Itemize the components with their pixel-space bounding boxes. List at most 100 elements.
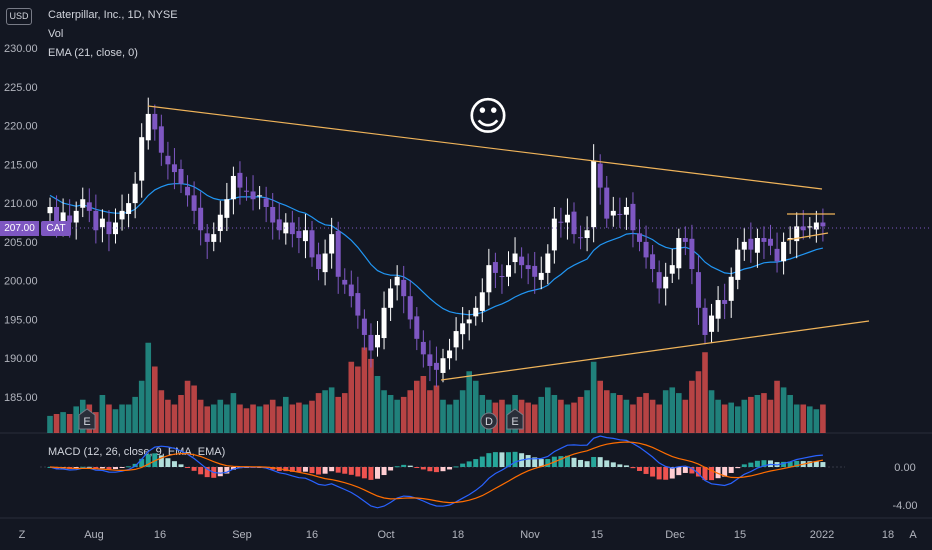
volume-bar (93, 412, 99, 433)
volume-bar (315, 393, 322, 433)
macd-histogram-bar (407, 465, 413, 467)
macd-histogram-bar (689, 467, 695, 474)
candle-body (564, 214, 570, 223)
macd-legend: MACD (12, 26, close, 9, EMA, EMA) (48, 446, 226, 458)
volume-bar (178, 395, 184, 433)
candle-body (86, 202, 92, 211)
time-axis-label: 16 (306, 529, 318, 541)
macd-histogram-bar (165, 458, 171, 467)
macd-histogram-bar (119, 467, 125, 468)
macd-histogram-bar (440, 467, 446, 472)
candle-body (224, 199, 230, 218)
candle-body (591, 160, 597, 228)
event-marker[interactable]: E (78, 408, 96, 430)
volume-bar (787, 395, 793, 433)
time-axis-label: 15 (734, 529, 746, 541)
macd-histogram-bar (545, 459, 551, 467)
volume-bar (237, 404, 243, 433)
candle-body (368, 334, 374, 351)
event-marker[interactable]: D (480, 412, 498, 430)
candle-body (774, 248, 780, 262)
candle-body (283, 222, 289, 234)
macd-histogram-bar (342, 467, 348, 474)
macd-histogram-bar (329, 467, 335, 472)
candle-body (152, 113, 158, 130)
volume-bar (407, 390, 414, 433)
volume-bar (623, 399, 630, 433)
candle-body (322, 253, 328, 273)
candle-body (316, 254, 322, 270)
volume-bar (453, 399, 459, 433)
volume-bar (689, 380, 695, 433)
macd-histogram-bar (722, 467, 728, 477)
volume-bar (813, 409, 820, 433)
macd-histogram-bar (348, 467, 354, 475)
volume-bar (119, 404, 125, 433)
candle-body (538, 272, 544, 280)
candle-body (211, 234, 217, 242)
candle-body (401, 279, 407, 297)
candle-body (813, 222, 819, 230)
macd-histogram-bar (466, 461, 472, 467)
volume-bar (610, 393, 617, 433)
volume-bar (741, 399, 748, 433)
volume-bar (112, 409, 119, 433)
candle-body (250, 191, 256, 200)
volume-bar (597, 380, 603, 433)
macd-histogram-bar (748, 462, 754, 467)
volume-bar (630, 404, 636, 433)
macd-histogram-bar (198, 467, 204, 475)
candle-body (656, 272, 662, 289)
candle-body (492, 262, 498, 273)
volume-bar (636, 396, 643, 433)
volume-bar (420, 376, 427, 433)
macd-histogram-bar (139, 458, 145, 467)
candle-body (768, 238, 773, 246)
macd-histogram-bar (597, 457, 603, 467)
macd-histogram-bar (558, 456, 564, 467)
event-marker[interactable]: E (506, 408, 524, 430)
candle-body (453, 331, 459, 348)
time-axis-label: Nov (520, 529, 540, 541)
volume-bar (348, 361, 355, 433)
time-axis-label: 18 (882, 529, 894, 541)
candle-body (361, 318, 367, 335)
volume-bar (761, 393, 767, 433)
candle-body (191, 195, 197, 211)
volume-bar (99, 395, 106, 433)
candle-body (73, 210, 79, 223)
candle-body (302, 230, 308, 242)
volume-bar (381, 390, 387, 433)
volume-bar (132, 396, 138, 433)
timezone-button[interactable]: Z (19, 529, 26, 541)
macd-histogram-bar (453, 466, 459, 468)
macd-histogram-bar (361, 467, 367, 479)
macd-histogram-bar (630, 467, 636, 469)
price-axis-label: 190.00 (4, 353, 38, 365)
candle-body (578, 237, 584, 239)
macd-histogram-bar (217, 467, 223, 477)
macd-histogram-bar (204, 467, 210, 478)
volume-bar (793, 404, 800, 433)
candle-body (296, 231, 302, 239)
auto-scale-button[interactable]: A (909, 529, 917, 541)
macd-histogram-bar (820, 462, 826, 467)
time-axis-label: Oct (377, 529, 394, 541)
currency-badge[interactable]: USD (6, 8, 32, 25)
volume-legend: Vol (48, 28, 64, 40)
volume-bar (204, 406, 210, 433)
macd-histogram-bar (564, 455, 570, 467)
macd-histogram-bar (492, 452, 498, 467)
volume-bar (820, 404, 826, 433)
volume-bar (66, 414, 73, 433)
volume-bar (217, 399, 224, 433)
candle-body (60, 212, 66, 224)
candle-body (185, 186, 191, 196)
candle-body (597, 163, 603, 188)
time-axis-label: 18 (452, 529, 464, 541)
time-axis-label: Sep (232, 529, 252, 541)
macd-histogram-bar (388, 467, 394, 471)
candle-body (695, 272, 701, 308)
volume-bar (715, 399, 721, 433)
